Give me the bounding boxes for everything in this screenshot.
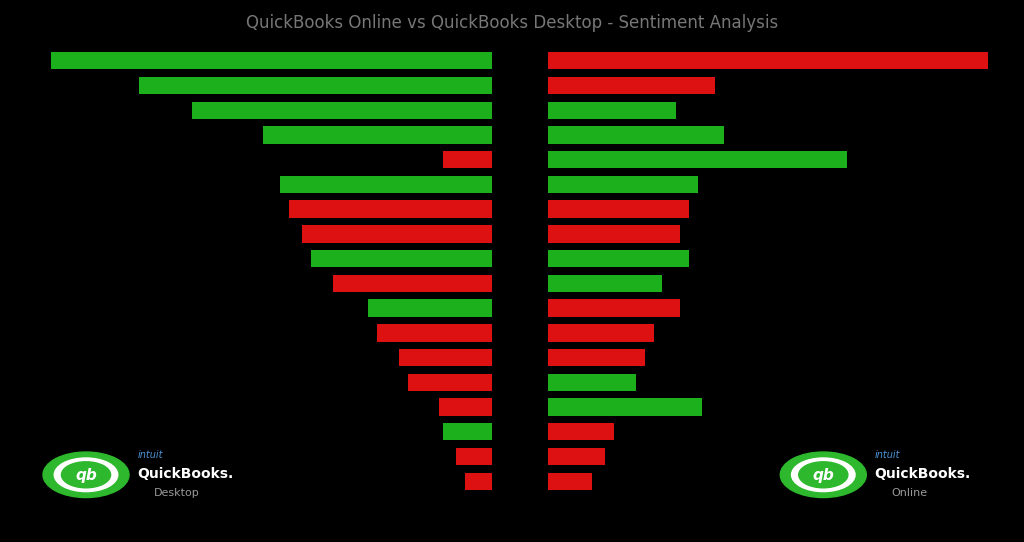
Bar (548, 77, 715, 94)
Circle shape (61, 462, 111, 488)
Text: QuickBooks.: QuickBooks. (137, 467, 233, 481)
Bar (443, 151, 492, 169)
Bar (548, 225, 680, 242)
Bar (548, 176, 697, 193)
Bar (465, 473, 492, 490)
Bar (548, 398, 702, 416)
Bar (262, 126, 492, 144)
Bar (399, 349, 492, 366)
Circle shape (780, 452, 866, 498)
Text: Online: Online (891, 488, 927, 498)
Bar (548, 52, 988, 69)
Text: Desktop: Desktop (154, 488, 200, 498)
Circle shape (54, 458, 118, 492)
Text: QuickBooks.: QuickBooks. (874, 467, 971, 481)
Text: QuickBooks Online vs QuickBooks Desktop - Sentiment Analysis: QuickBooks Online vs QuickBooks Desktop … (246, 14, 778, 31)
Text: qb: qb (812, 468, 835, 483)
Bar (548, 275, 663, 292)
Bar (369, 299, 492, 317)
Bar (457, 448, 492, 465)
Bar (281, 176, 492, 193)
Text: intuit: intuit (874, 450, 900, 460)
Bar (51, 52, 492, 69)
Bar (548, 373, 636, 391)
Bar (548, 349, 645, 366)
Circle shape (43, 452, 129, 498)
Bar (548, 201, 689, 218)
Bar (408, 373, 492, 391)
Bar (548, 101, 676, 119)
Bar (438, 398, 492, 416)
Bar (289, 201, 492, 218)
Bar (139, 77, 492, 94)
Bar (548, 473, 592, 490)
Bar (548, 126, 724, 144)
Bar (443, 423, 492, 441)
Bar (548, 151, 847, 169)
Bar (377, 324, 492, 341)
Circle shape (799, 462, 848, 488)
Bar (548, 299, 680, 317)
Bar (548, 250, 689, 267)
Bar (548, 423, 614, 441)
Text: intuit: intuit (137, 450, 163, 460)
Text: qb: qb (75, 468, 97, 483)
Bar (193, 101, 492, 119)
Bar (302, 225, 492, 242)
Bar (333, 275, 492, 292)
Circle shape (792, 458, 855, 492)
Bar (311, 250, 492, 267)
Bar (548, 324, 653, 341)
Bar (548, 448, 605, 465)
